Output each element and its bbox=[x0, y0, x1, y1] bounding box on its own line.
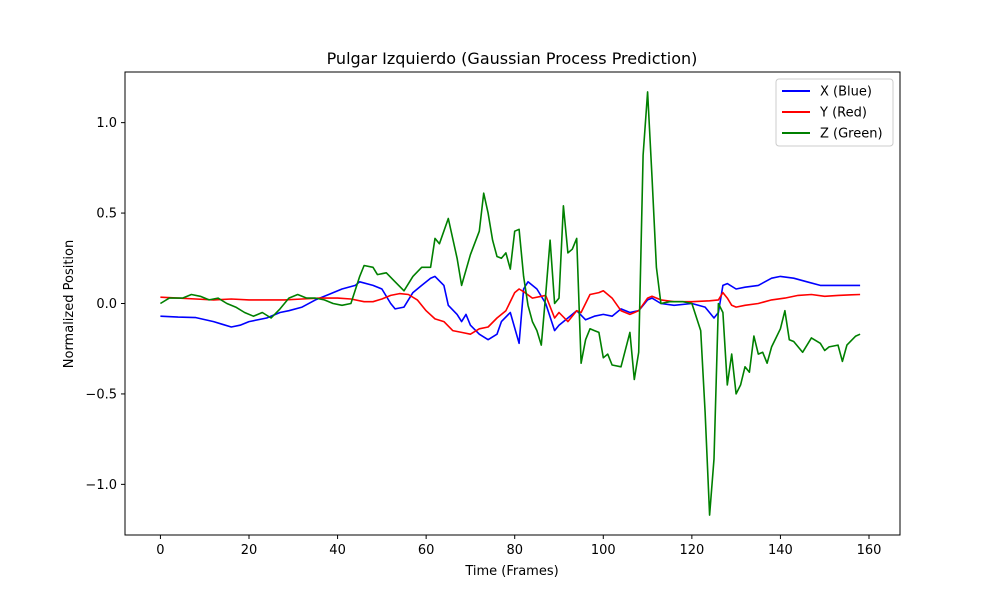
series-layer bbox=[159, 91, 861, 516]
series-line-z-green bbox=[159, 91, 861, 516]
legend-label: Y (Red) bbox=[819, 106, 867, 121]
legend-label: Z (Green) bbox=[820, 127, 883, 142]
x-tick-label: 0 bbox=[156, 543, 164, 558]
y-tick-label: 0.0 bbox=[96, 297, 117, 312]
y-axis-title: Normalized Position bbox=[62, 240, 77, 368]
y-tick-label: 0.5 bbox=[96, 207, 117, 222]
x-tick-label: 20 bbox=[241, 543, 258, 558]
x-tick-label: 160 bbox=[857, 543, 882, 558]
x-tick-label: 140 bbox=[768, 543, 793, 558]
y-tick-label: −0.5 bbox=[85, 387, 117, 402]
x-tick-label: 40 bbox=[329, 543, 346, 558]
x-tick-label: 120 bbox=[679, 543, 704, 558]
x-axis: 0 20 40 60 80 100 120 140 160 bbox=[156, 535, 881, 558]
x-axis-title: Time (Frames) bbox=[464, 564, 558, 579]
legend-label: X (Blue) bbox=[820, 85, 872, 100]
y-tick-label: 1.0 bbox=[96, 116, 117, 131]
y-axis: −1.0 −0.5 0.0 0.5 1.0 bbox=[85, 116, 125, 493]
legend-box bbox=[775, 78, 894, 147]
legend: X (Blue) Y (Red) Z (Green) bbox=[775, 78, 894, 147]
series-line-y-red bbox=[160, 288, 861, 335]
chart-title: Pulgar Izquierdo (Gaussian Process Predi… bbox=[327, 49, 698, 68]
plot-area bbox=[125, 72, 900, 535]
x-tick-label: 60 bbox=[418, 543, 435, 558]
y-tick-label: −1.0 bbox=[85, 478, 117, 493]
x-tick-label: 80 bbox=[506, 543, 523, 558]
x-tick-label: 100 bbox=[591, 543, 616, 558]
